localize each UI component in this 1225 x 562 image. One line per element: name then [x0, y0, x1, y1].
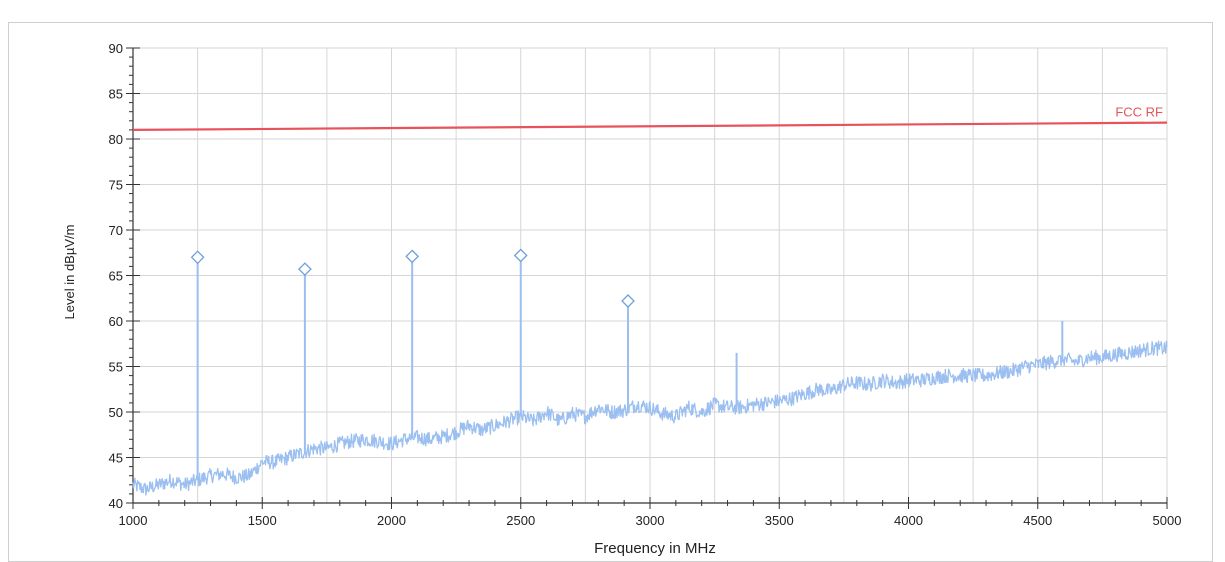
y-axis-title: Level in dBµV/m [62, 225, 77, 320]
x-tick-label: 3500 [765, 513, 794, 528]
peak-marker [190, 250, 205, 265]
y-tick-label: 80 [109, 132, 123, 147]
y-tick-label: 40 [109, 496, 123, 511]
x-axis-title: Frequency in MHz [594, 540, 716, 557]
peak-marker [513, 248, 528, 263]
y-tick-label: 75 [109, 178, 123, 193]
fcc-limit-label: FCC RF [1115, 105, 1163, 120]
peak-marker [405, 249, 420, 264]
y-tick-label: 65 [109, 269, 123, 284]
tick-labels: 40 45 50 55 60 65 70 75 80 85 90 1000 1500 2000 2500 30… [109, 41, 1182, 528]
y-tick-label: 70 [109, 223, 123, 238]
grid [132, 47, 1168, 504]
x-tick-label: 1000 [119, 513, 148, 528]
limit-line-group: FCC RF [132, 105, 1168, 131]
x-tick-label: 2000 [377, 513, 406, 528]
peak-marker [621, 294, 635, 308]
y-tick-label: 50 [109, 405, 123, 420]
x-tick-label: 5000 [1153, 513, 1182, 528]
y-tick-label: 90 [109, 41, 123, 56]
x-tick-label: 1500 [248, 513, 277, 528]
x-tick-label: 2500 [506, 513, 535, 528]
x-tick-label: 4000 [894, 513, 923, 528]
y-tick-label: 55 [109, 360, 123, 375]
y-tick-label: 60 [109, 314, 123, 329]
x-tick-label: 4500 [1023, 513, 1052, 528]
axes [126, 47, 1168, 509]
fcc-limit-line [132, 121, 1168, 131]
data-series [132, 248, 1168, 496]
y-tick-label: 85 [109, 87, 123, 102]
y-tick-label: 45 [109, 451, 123, 466]
peak-marker [297, 262, 312, 277]
x-tick-label: 3000 [636, 513, 665, 528]
